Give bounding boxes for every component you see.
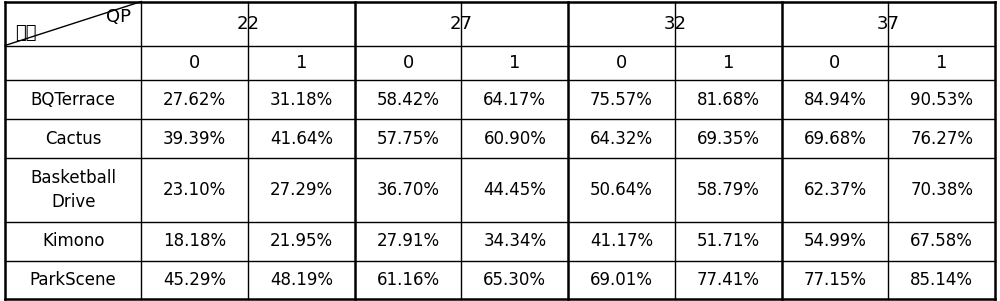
Text: 77.15%: 77.15%: [803, 271, 866, 289]
Text: 48.19%: 48.19%: [270, 271, 333, 289]
Text: 65.30%: 65.30%: [483, 271, 546, 289]
Text: 0: 0: [189, 54, 200, 72]
Text: 27: 27: [450, 14, 473, 33]
Text: 58.79%: 58.79%: [697, 181, 760, 199]
Text: 69.68%: 69.68%: [804, 130, 866, 148]
Text: 62.37%: 62.37%: [803, 181, 867, 199]
Text: BQTerrace: BQTerrace: [31, 91, 116, 109]
Text: 36.70%: 36.70%: [377, 181, 440, 199]
Text: 85.14%: 85.14%: [910, 271, 973, 289]
Text: 0: 0: [402, 54, 414, 72]
Text: 1: 1: [723, 54, 734, 72]
Text: 31.18%: 31.18%: [270, 91, 333, 109]
Text: 39.39%: 39.39%: [163, 130, 226, 148]
Text: 58.42%: 58.42%: [377, 91, 440, 109]
Text: 37: 37: [877, 14, 900, 33]
Text: Kimono: Kimono: [42, 232, 104, 250]
Text: 60.90%: 60.90%: [483, 130, 546, 148]
Text: 1: 1: [296, 54, 307, 72]
Text: 1: 1: [936, 54, 947, 72]
Text: 27.62%: 27.62%: [163, 91, 226, 109]
Text: ParkScene: ParkScene: [30, 271, 117, 289]
Text: 21.95%: 21.95%: [270, 232, 333, 250]
Text: 序列: 序列: [15, 24, 36, 42]
Text: 50.64%: 50.64%: [590, 181, 653, 199]
Text: Basketball
Drive: Basketball Drive: [30, 169, 116, 211]
Text: 32: 32: [663, 14, 686, 33]
Text: 23.10%: 23.10%: [163, 181, 226, 199]
Text: 64.32%: 64.32%: [590, 130, 653, 148]
Text: 57.75%: 57.75%: [377, 130, 440, 148]
Text: 0: 0: [616, 54, 627, 72]
Text: 27.29%: 27.29%: [270, 181, 333, 199]
Text: 54.99%: 54.99%: [804, 232, 866, 250]
Text: 70.38%: 70.38%: [910, 181, 973, 199]
Text: 34.34%: 34.34%: [483, 232, 546, 250]
Text: Cactus: Cactus: [45, 130, 101, 148]
Text: 1: 1: [509, 54, 521, 72]
Text: 45.29%: 45.29%: [163, 271, 226, 289]
Text: 61.16%: 61.16%: [377, 271, 440, 289]
Text: 44.45%: 44.45%: [483, 181, 546, 199]
Text: 69.01%: 69.01%: [590, 271, 653, 289]
Text: 90.53%: 90.53%: [910, 91, 973, 109]
Text: 64.17%: 64.17%: [483, 91, 546, 109]
Text: 84.94%: 84.94%: [804, 91, 866, 109]
Text: 69.35%: 69.35%: [697, 130, 760, 148]
Text: 27.91%: 27.91%: [377, 232, 440, 250]
Text: 22: 22: [237, 14, 260, 33]
Text: 18.18%: 18.18%: [163, 232, 226, 250]
Text: QP: QP: [106, 8, 131, 26]
Text: 0: 0: [829, 54, 841, 72]
Text: 41.17%: 41.17%: [590, 232, 653, 250]
Text: 77.41%: 77.41%: [697, 271, 760, 289]
Text: 67.58%: 67.58%: [910, 232, 973, 250]
Text: 75.57%: 75.57%: [590, 91, 653, 109]
Text: 41.64%: 41.64%: [270, 130, 333, 148]
Text: 51.71%: 51.71%: [697, 232, 760, 250]
Text: 81.68%: 81.68%: [697, 91, 760, 109]
Text: 76.27%: 76.27%: [910, 130, 973, 148]
